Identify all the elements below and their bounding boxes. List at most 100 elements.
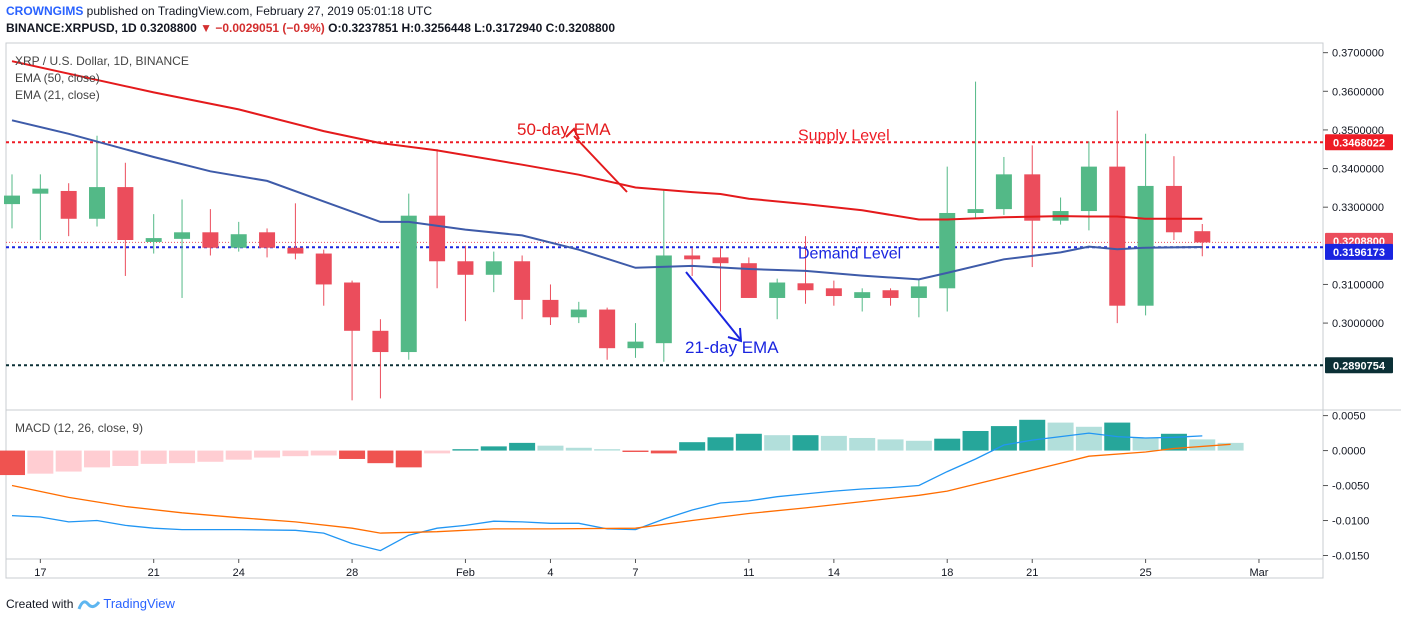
demand-level-label: Demand Level [798,245,901,262]
macd-histogram-bar [735,433,762,451]
ema50-arrow-head [565,127,580,140]
macd-title: MACD (12, 26, close, 9) [15,421,143,435]
candle-body [599,309,616,349]
macd-histogram-bar [934,438,961,451]
macd-histogram-bar [990,426,1017,451]
candle-body [429,215,446,262]
macd-histogram-bar [197,450,224,462]
macd-histogram-bar [55,450,82,472]
candle-body [570,309,587,318]
candle-body [32,188,49,194]
candle-body [684,255,701,260]
time-axis-label: Mar [1249,567,1268,579]
candle-body [825,288,842,297]
macd-histogram-bar [27,450,54,474]
macd-histogram-bar [1019,419,1046,451]
candle-body [202,232,219,248]
macd-histogram-bar [679,442,706,451]
candle-body [89,187,106,219]
macd-histogram-bar [650,450,677,454]
candle-body [457,261,474,275]
price-axis-label: 0.3100000 [1332,279,1384,291]
brand-name[interactable]: TradingView [103,596,175,611]
candle-body [995,174,1012,210]
supply-price-tag-bg [1325,134,1393,151]
macd-histogram-bar [480,446,507,451]
time-axis-label: 14 [828,567,840,579]
macd-histogram-bar [849,437,876,451]
demand-price-tag-bg [1325,243,1393,260]
candle-body [542,299,559,318]
candle-body [174,232,191,239]
author-name[interactable]: CROWNGIMS [6,4,84,18]
macd-histogram-bar [339,450,366,459]
time-axis-label: 24 [233,567,245,579]
macd-axis-label: -0.0150 [1332,551,1369,563]
macd-histogram-bar [905,440,932,451]
candle-body [797,283,814,291]
candle-body [4,195,20,205]
macd-histogram-bar [367,450,394,464]
price-axis-label: 0.3600000 [1332,86,1384,98]
candle-body [1024,174,1041,221]
macd-histogram-bar [1075,426,1102,451]
time-axis-label: 21 [148,567,160,579]
ema21-arrow-head [727,327,743,343]
price-change: −0.0029051 (−0.9%) [215,21,325,35]
macd-histogram-bar [537,445,564,451]
macd-axis-label: 0.0050 [1332,411,1366,423]
supply-price-tag: 0.3468022 [1333,137,1385,149]
publish-line: CROWNGIMS published on TradingView.com, … [6,4,432,18]
ema50-annotation: 50-day EMA [517,120,611,139]
macd-line [11,432,1203,552]
macd-histogram-bar [877,439,904,451]
ema21-line [11,119,1203,281]
candle-body [740,263,757,298]
candle-body [344,282,361,331]
candle-body [117,187,134,241]
macd-histogram-bar [254,450,281,458]
support-price-tag-bg [1325,357,1393,374]
price-axis-label: 0.3400000 [1332,164,1384,176]
symbol-line: BINANCE:XRPUSD, 1D 0.3208800 ▼ −0.002905… [6,21,615,35]
candle-body [372,330,389,353]
last-price: 0.3208800 [140,21,197,35]
candle-body [967,209,984,213]
candle-body [1109,166,1126,306]
time-axis-label: 18 [941,567,953,579]
ema50-line [11,60,1203,221]
macd-histogram-bar [820,435,847,451]
macd-histogram-bar [282,450,309,457]
macd-axis-label: -0.0050 [1332,481,1369,493]
macd-axis-label: 0.0000 [1332,446,1366,458]
time-axis-label: 7 [632,567,638,579]
macd-histogram-bar [452,449,479,451]
candle-body [854,292,871,298]
footer: Created with TradingView [6,596,175,611]
price-axis-label: 0.3700000 [1332,48,1384,60]
time-axis-label: 4 [547,567,553,579]
candle-body [315,253,332,285]
ema50-legend: EMA (50, close) [15,71,100,85]
candle-body [400,215,417,353]
time-axis-label: 11 [743,567,754,579]
price-axis-label: 0.3300000 [1332,202,1384,214]
down-arrow-icon: ▼ [200,21,212,35]
candle-body [1194,231,1211,243]
signal-line [11,443,1231,534]
candle-body [145,238,162,242]
symbol-name: BINANCE:XRPUSD, 1D [6,21,137,35]
candle-body [287,247,304,254]
supply-level-label: Supply Level [798,127,890,144]
macd-histogram-bar [424,450,451,454]
support-price-tag: 0.2890754 [1333,360,1386,372]
macd-histogram-bar [1189,439,1216,451]
macd-histogram-bar [310,450,337,456]
macd-axis-label: -0.0100 [1332,516,1369,528]
candle-body [655,255,672,344]
candle-body [910,286,927,298]
candle-body [882,290,899,298]
time-axis-label: 21 [1026,567,1038,579]
candle-body [514,261,531,300]
